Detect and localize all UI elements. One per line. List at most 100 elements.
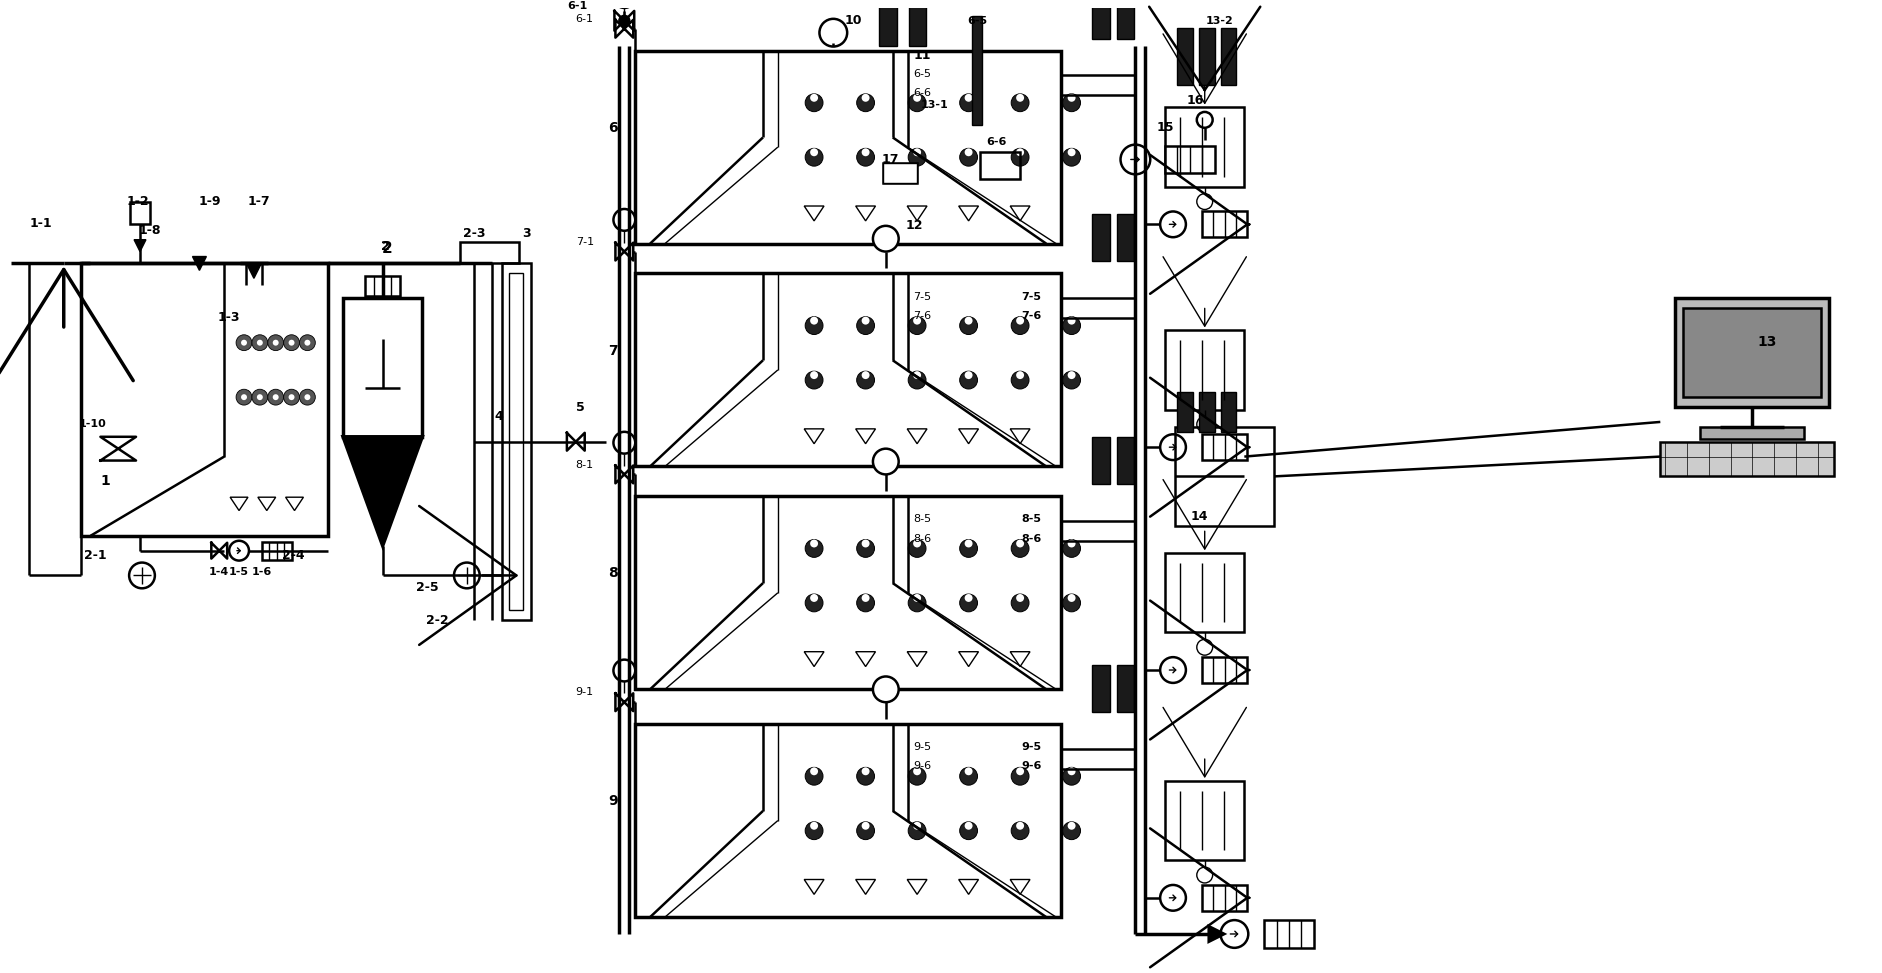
Bar <box>1165 781 1244 860</box>
Polygon shape <box>907 206 926 221</box>
Circle shape <box>230 541 248 560</box>
Circle shape <box>907 371 926 389</box>
Circle shape <box>1120 145 1150 174</box>
Text: 2-4: 2-4 <box>282 549 305 562</box>
Bar <box>1201 434 1246 460</box>
Text: 1-8: 1-8 <box>139 224 162 237</box>
Circle shape <box>805 594 822 612</box>
Circle shape <box>1197 867 1212 883</box>
Polygon shape <box>907 880 926 894</box>
Circle shape <box>805 148 822 166</box>
Circle shape <box>1011 316 1028 335</box>
Polygon shape <box>134 239 147 252</box>
Polygon shape <box>1009 880 1029 894</box>
Text: 17: 17 <box>881 153 900 166</box>
Bar <box>1263 920 1314 948</box>
Bar <box>1201 211 1246 237</box>
Circle shape <box>913 316 920 325</box>
Circle shape <box>805 768 822 785</box>
Text: 6-5: 6-5 <box>913 69 932 79</box>
Circle shape <box>964 768 971 775</box>
Bar <box>634 51 1061 243</box>
Circle shape <box>862 768 869 775</box>
Polygon shape <box>1208 926 1223 942</box>
Circle shape <box>862 540 869 548</box>
Text: 1-10: 1-10 <box>79 419 105 429</box>
Circle shape <box>241 394 247 400</box>
Circle shape <box>1197 194 1212 209</box>
Circle shape <box>1061 371 1080 389</box>
Text: 7-5: 7-5 <box>1020 292 1041 302</box>
Circle shape <box>907 148 926 166</box>
Text: 8-1: 8-1 <box>576 459 593 470</box>
Circle shape <box>856 371 873 389</box>
Circle shape <box>1061 93 1080 112</box>
Text: 7-6: 7-6 <box>913 310 932 321</box>
Circle shape <box>1067 768 1075 775</box>
Text: 1-2: 1-2 <box>126 195 149 207</box>
Circle shape <box>1016 316 1024 325</box>
Bar <box>81 264 327 536</box>
Bar <box>1165 554 1244 632</box>
Text: 9-5: 9-5 <box>1020 742 1041 752</box>
Polygon shape <box>230 497 248 511</box>
Circle shape <box>1011 371 1028 389</box>
Text: 16: 16 <box>1186 93 1203 106</box>
Circle shape <box>273 340 279 345</box>
Text: 6-1: 6-1 <box>566 1 587 11</box>
Circle shape <box>1011 93 1028 112</box>
Text: 9-1: 9-1 <box>576 687 593 698</box>
Circle shape <box>256 340 263 345</box>
Bar <box>459 241 519 264</box>
Circle shape <box>862 148 869 157</box>
Text: 2-5: 2-5 <box>416 581 439 594</box>
Bar <box>1176 392 1191 432</box>
Circle shape <box>964 540 971 548</box>
Bar <box>979 152 1018 179</box>
Circle shape <box>913 594 920 602</box>
Bar <box>1220 392 1236 432</box>
Text: 9-5: 9-5 <box>913 742 932 752</box>
Bar <box>879 0 896 46</box>
Bar <box>1165 330 1244 410</box>
Text: 13-1: 13-1 <box>920 100 949 110</box>
Text: 1-6: 1-6 <box>252 567 271 577</box>
Circle shape <box>913 540 920 548</box>
Text: 7-1: 7-1 <box>576 236 593 247</box>
Text: 2: 2 <box>382 241 393 256</box>
Circle shape <box>873 676 898 703</box>
Text: 1-5: 1-5 <box>230 567 248 577</box>
Bar <box>343 298 422 437</box>
Text: 6: 6 <box>608 121 617 135</box>
Circle shape <box>913 768 920 775</box>
Circle shape <box>1067 148 1075 157</box>
Circle shape <box>862 371 869 379</box>
Circle shape <box>1159 434 1186 460</box>
Circle shape <box>267 389 284 405</box>
Circle shape <box>964 594 971 602</box>
Text: 6-5: 6-5 <box>965 16 986 26</box>
Circle shape <box>267 335 284 350</box>
Circle shape <box>809 93 817 102</box>
Circle shape <box>964 822 971 830</box>
Circle shape <box>964 316 971 325</box>
Circle shape <box>1159 657 1186 683</box>
Circle shape <box>1016 371 1024 379</box>
Circle shape <box>305 340 311 345</box>
Polygon shape <box>854 429 875 444</box>
Text: 11: 11 <box>913 49 932 62</box>
Circle shape <box>960 594 977 612</box>
Bar <box>971 16 981 125</box>
Circle shape <box>1067 594 1075 602</box>
Bar <box>1165 107 1244 187</box>
Circle shape <box>809 148 817 157</box>
Circle shape <box>907 594 926 612</box>
Circle shape <box>1011 768 1028 785</box>
Circle shape <box>862 822 869 830</box>
Circle shape <box>964 371 971 379</box>
Circle shape <box>299 389 314 405</box>
Circle shape <box>1061 594 1080 612</box>
Circle shape <box>873 226 898 252</box>
Circle shape <box>1067 371 1075 379</box>
Bar <box>1683 308 1820 397</box>
